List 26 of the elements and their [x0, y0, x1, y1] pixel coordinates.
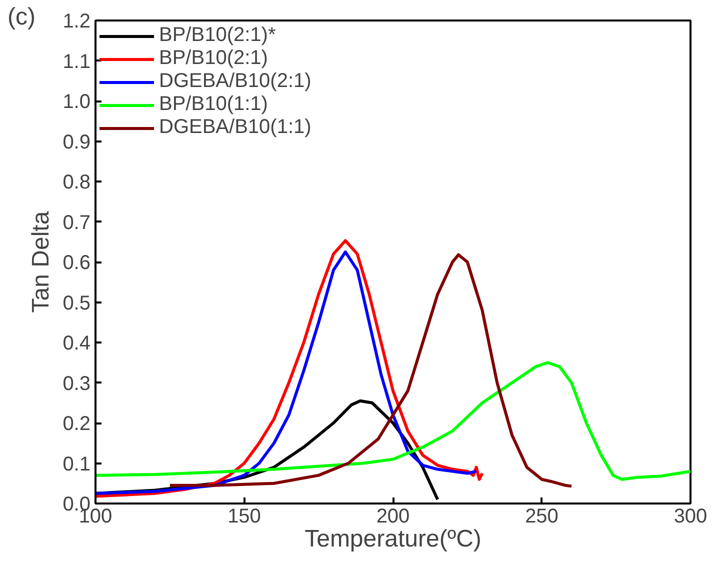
- y-tick-label: 0.7: [62, 212, 91, 234]
- y-axis-title: Tan Delta: [28, 210, 55, 313]
- y-tick-label: 0.4: [62, 332, 91, 354]
- y-tick-label: 0.3: [62, 372, 91, 395]
- legend-label: DGEBA/B10(1:1): [159, 116, 312, 139]
- y-tick-label: 1.1: [62, 50, 91, 73]
- y-tick-label: 1.0: [62, 91, 91, 113]
- x-tick-label: 150: [228, 506, 261, 528]
- y-tick-label: 0.6: [62, 252, 91, 274]
- x-tick-label: 250: [525, 506, 558, 528]
- x-tick-label: 300: [674, 506, 708, 528]
- y-tick-label: 0.8: [62, 172, 91, 194]
- legend-label: BP/B10(1:1): [159, 93, 268, 116]
- legend-label: BP/B10(2:1)*: [159, 24, 276, 47]
- y-tick-label: 0.9: [62, 131, 91, 154]
- text: (c): [8, 4, 36, 30]
- x-axis-title: Temperature(ºC): [304, 526, 482, 552]
- legend-label: DGEBA/B10(2:1): [159, 70, 312, 93]
- y-tick-label: 0.2: [62, 413, 91, 435]
- legend-label: BP/B10(2:1): [159, 47, 268, 70]
- line-series: [96, 361, 690, 481]
- y-tick-label: 0.1: [62, 453, 91, 476]
- y-tick-label: 0.5: [62, 292, 91, 314]
- x-tick-label: 200: [376, 506, 410, 528]
- y-tick-label: 1.2: [62, 10, 91, 32]
- line-series: [168, 253, 573, 488]
